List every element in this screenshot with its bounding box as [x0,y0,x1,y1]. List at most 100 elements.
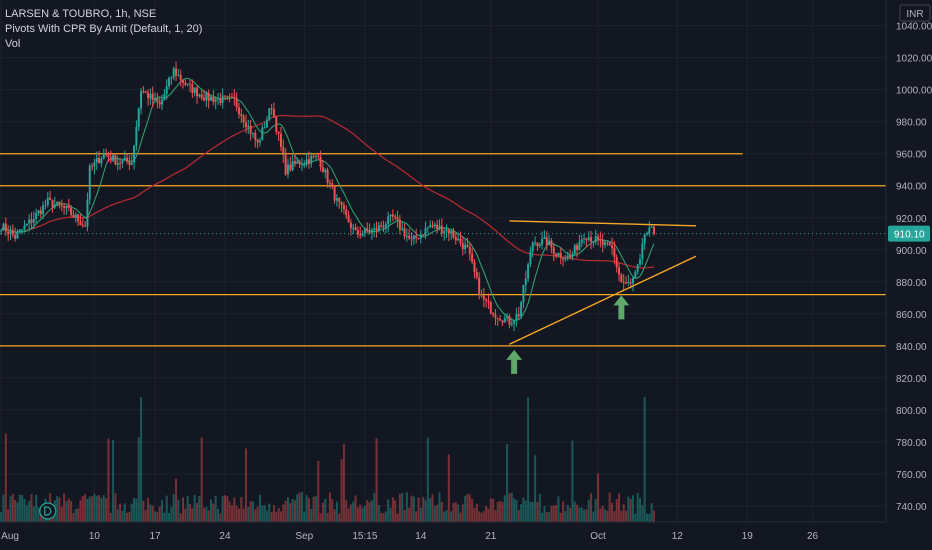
volume-bar [440,501,443,522]
volume-bar [91,496,94,522]
candle-body [629,282,632,284]
candle-body [230,96,233,98]
candle-body [126,157,129,162]
volume-bar [77,508,80,522]
candle-body [161,99,164,105]
volume-bar [482,511,485,522]
candle-body [210,96,213,101]
volume-bar [14,500,17,522]
candle-body [49,197,52,200]
volume-bar [23,498,26,522]
candle-body [643,234,646,244]
volume-bar [265,510,268,522]
candle-body [21,229,24,231]
dividend-badge-icon [39,502,57,520]
candle-body [342,205,345,210]
volume-bar [242,508,245,522]
candle-body [300,163,303,165]
candle-body [298,161,301,164]
y-tick-label: 760.00 [896,470,927,481]
volume-bar [566,505,569,522]
candle-body [548,240,551,246]
candle-body [114,155,117,165]
volume-bar [223,495,226,522]
volume-bar [522,497,525,522]
volume-bar [445,509,448,522]
candle-body [384,224,387,228]
y-tick-label: 1020.00 [896,54,932,65]
volume-bar [562,501,565,522]
volume-bar [263,505,266,522]
y-tick-label: 980.00 [896,118,927,129]
volume-bar [133,497,136,522]
volume-bar [373,493,376,522]
volume-bar [650,503,653,522]
volume-bar [340,459,343,522]
volume-bar [450,511,453,522]
candle-body [415,235,418,238]
candle-body [268,108,271,120]
volume-bar [503,495,506,522]
volume-bar [349,504,352,522]
volume-bar [618,493,621,522]
volume-bar [289,503,292,522]
y-tick-label: 740.00 [896,502,927,513]
y-tick-label: 1000.00 [896,86,932,97]
candle-body [636,264,639,272]
candle-body [186,83,189,85]
volume-bar [569,507,572,522]
volume-bar [105,498,108,522]
volume-bar [473,507,476,522]
markers [39,295,630,520]
volume-bar [310,508,313,522]
volume-bar [580,507,583,522]
candle-body [65,205,68,209]
volume-bar [135,498,138,522]
y-tick-label: 920.00 [896,214,927,225]
candle-body [184,82,187,85]
volume-bar [21,494,24,522]
volume-bar [84,494,87,522]
volume-bar [620,510,623,522]
volume-bar [459,512,462,522]
candle-body [377,225,380,231]
candle-body [480,294,483,296]
volume-bar [182,497,185,522]
candle-body [503,318,506,323]
candle-body [314,155,317,157]
candle-body [648,227,651,234]
volume-bar [363,505,366,522]
candle-body [433,224,436,227]
y-tick-label: 880.00 [896,278,927,289]
volume-bar [604,509,607,522]
x-tick-label: 10 [89,531,101,542]
volume-bar [39,513,42,522]
candle-body [447,229,450,234]
volume-bar [237,508,240,522]
volume-bar [345,500,348,522]
candle-body [545,237,548,246]
volume-bar [387,499,390,522]
volume-bar [452,502,455,522]
candle-body [14,234,17,239]
volume-bar [58,497,61,522]
candle-body [653,226,656,234]
volume-bar [114,492,117,522]
volume-bar [506,444,509,522]
candle-body [2,223,5,231]
candle-body [604,242,607,246]
volume-bar [501,501,504,522]
volume-bar [599,508,602,522]
volume-bar [35,494,38,522]
volume-bar [447,454,450,522]
volume-bar [203,507,206,522]
candle-body [524,278,527,286]
candle-body [258,140,261,143]
candle-body [91,165,94,167]
volume-bar [25,505,28,522]
volume-bar [492,499,495,522]
volume-bar [28,501,31,522]
volume-bar [454,502,457,522]
candle-body [137,108,140,127]
